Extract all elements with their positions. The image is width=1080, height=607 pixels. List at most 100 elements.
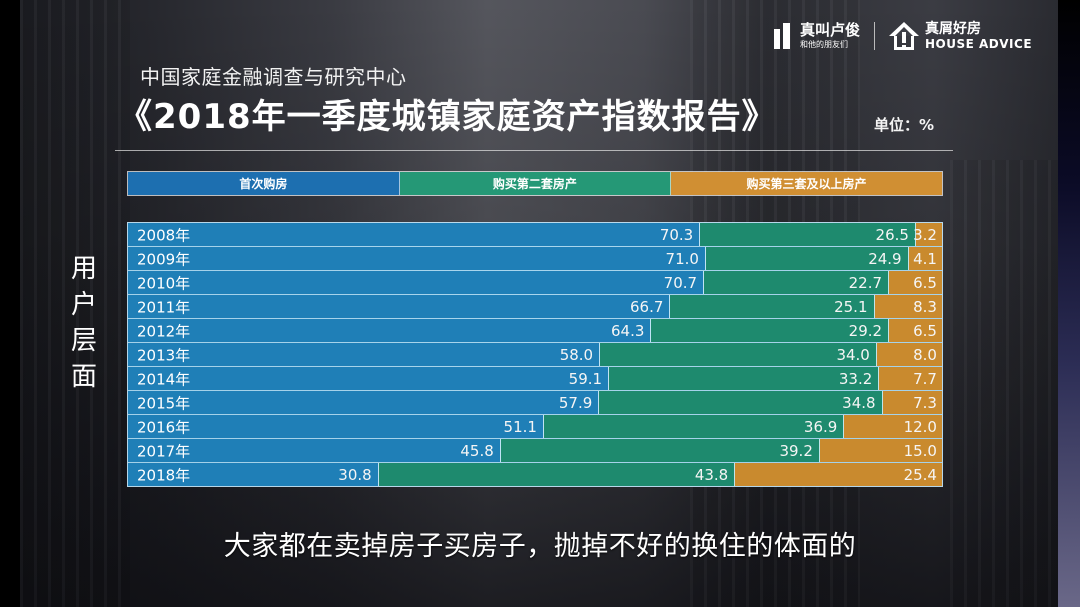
bar-segment-second-home: 29.2 [651,319,890,342]
brand-name-cn: 真屑好房 [925,21,982,37]
building-silhouette [950,160,1058,607]
legend-second-home: 购买第二套房产 [399,172,671,195]
bar-segment-third-plus: 25.4 [735,463,942,486]
unit-label: 单位：% [874,116,935,134]
bar-segment-first-home: 70.3 [128,223,701,246]
chart-row: 2014年 59.1 33.2 7.7 [128,367,942,391]
value-label: 22.7 [848,273,883,292]
value-label: 7.3 [913,393,937,412]
bar-segment-first-home: 58.0 [128,343,601,366]
value-label: 34.0 [836,345,870,364]
bar-segment-third-plus: 15.0 [819,439,942,462]
year-label: 2010年 [137,274,191,292]
bar-segment-first-home: 45.8 [128,439,501,462]
year-label: 2015年 [137,394,191,412]
legend-label: 购买第三套及以上房产 [746,177,867,191]
bar-segment-second-home: 24.9 [705,247,909,270]
bar-segment-third-plus: 3.2 [913,223,942,246]
value-label: 8.3 [913,297,937,316]
bar-segment-first-home: 59.1 [128,367,610,390]
building-silhouette [20,0,130,607]
value-label: 71.0 [665,249,699,268]
value-label: 8.0 [913,345,937,364]
legend-third-plus: 购买第三套及以上房产 [670,172,942,195]
value-label: 24.9 [868,249,902,268]
bar-segment-second-home: 22.7 [704,271,890,294]
value-label: 4.1 [913,249,937,268]
year-label: 2018年 [137,466,191,484]
year-label: 2016年 [137,418,191,436]
legend-label: 首次购房 [239,177,288,191]
background-edge [1058,0,1080,607]
bar-segment-first-home: 64.3 [128,319,652,342]
value-label: 58.0 [559,345,594,364]
bar-segment-second-home: 34.8 [599,391,883,414]
value-label: 12.0 [903,417,937,436]
chart-row: 2012年 64.3 29.2 6.5 [128,319,942,343]
value-label: 25.4 [903,465,937,484]
bar-segment-first-home: 70.7 [128,271,705,294]
bar-segment-third-plus: 8.0 [876,343,942,366]
bar-segment-first-home: 71.0 [128,247,706,270]
bar-segment-second-home: 33.2 [609,367,880,390]
value-label: 64.3 [610,321,645,340]
value-label: 70.3 [659,225,694,244]
value-label: 51.1 [503,417,537,436]
bar-segment-second-home: 39.2 [500,439,820,462]
bar-segment-second-home: 34.0 [600,343,877,366]
value-label: 6.5 [913,273,937,292]
axis-label-user-level: 用 户 层 面 [70,254,97,392]
value-label: 66.7 [629,297,664,316]
subtitle-caption: 大家都在卖掉房子买房子，抛掉不好的换住的体面的 [223,531,857,562]
bar-segment-third-plus: 12.0 [844,415,942,438]
chart-row: 2016年 51.1 36.9 12.0 [128,415,942,439]
value-label: 34.8 [842,393,876,412]
year-label: 2017年 [137,442,191,460]
brand-name-en: HOUSE ADVICE [925,37,1033,51]
bar-segment-second-home: 36.9 [543,415,845,438]
year-label: 2009年 [137,250,191,268]
legend-label: 购买第二套房产 [492,177,577,191]
chart-row: 2018年 30.8 43.8 25.4 [128,463,942,486]
bar-segment-third-plus: 4.1 [908,247,942,270]
house-logo-icon [889,22,920,50]
year-label: 2014年 [137,370,191,388]
year-label: 2011年 [137,298,191,316]
value-label: 15.0 [903,441,937,460]
legend-first-home: 首次购房 [128,172,400,195]
brand-logo-house-advice: 真屑好房 HOUSE ADVICE [889,21,1032,51]
chart-row: 2017年 45.8 39.2 15.0 [128,439,942,463]
logo-divider [874,22,876,50]
chart-row: 2009年 71.0 24.9 4.1 [128,247,942,271]
value-label: 25.1 [834,297,868,316]
value-label: 7.7 [913,369,937,388]
brand-name: 真叫卢俊 [800,21,861,39]
brand-tagline: 和他的朋友们 [800,40,848,49]
value-label: 43.8 [694,465,729,484]
bar-segment-second-home: 25.1 [670,295,875,318]
year-label: 2013年 [137,346,191,364]
chart-legend: 首次购房 购买第二套房产 购买第三套及以上房产 [127,171,943,196]
bar-segment-third-plus: 7.3 [882,391,942,414]
value-label: 45.8 [460,441,494,460]
value-label: 6.5 [913,321,937,340]
bar-segment-third-plus: 8.3 [874,295,942,318]
value-label: 36.9 [803,417,838,436]
value-label: 30.8 [338,465,372,484]
value-label: 3.2 [913,225,937,244]
bar-segment-second-home: 43.8 [378,463,736,486]
year-label: 2008年 [137,226,191,244]
chart-row: 2010年 70.7 22.7 6.5 [128,271,942,295]
year-label: 2012年 [137,322,191,340]
chart-row: 2015年 57.9 34.8 7.3 [128,391,942,415]
bar-segment-third-plus: 6.5 [889,319,942,342]
value-label: 26.5 [875,225,909,244]
brand-logo-zhenjiao: 真叫卢俊 和他的朋友们 [772,21,860,51]
page-title: 《2018年一季度城镇家庭资产指数报告》 [118,97,777,137]
value-label: 57.9 [558,393,593,412]
brand-logos: 真叫卢俊 和他的朋友们 真屑好房 HOUSE ADVICE [772,16,1032,56]
bar-segment-third-plus: 6.5 [889,271,942,294]
title-divider [115,150,953,151]
building-logo-icon [772,21,794,51]
value-label: 33.2 [838,369,873,388]
